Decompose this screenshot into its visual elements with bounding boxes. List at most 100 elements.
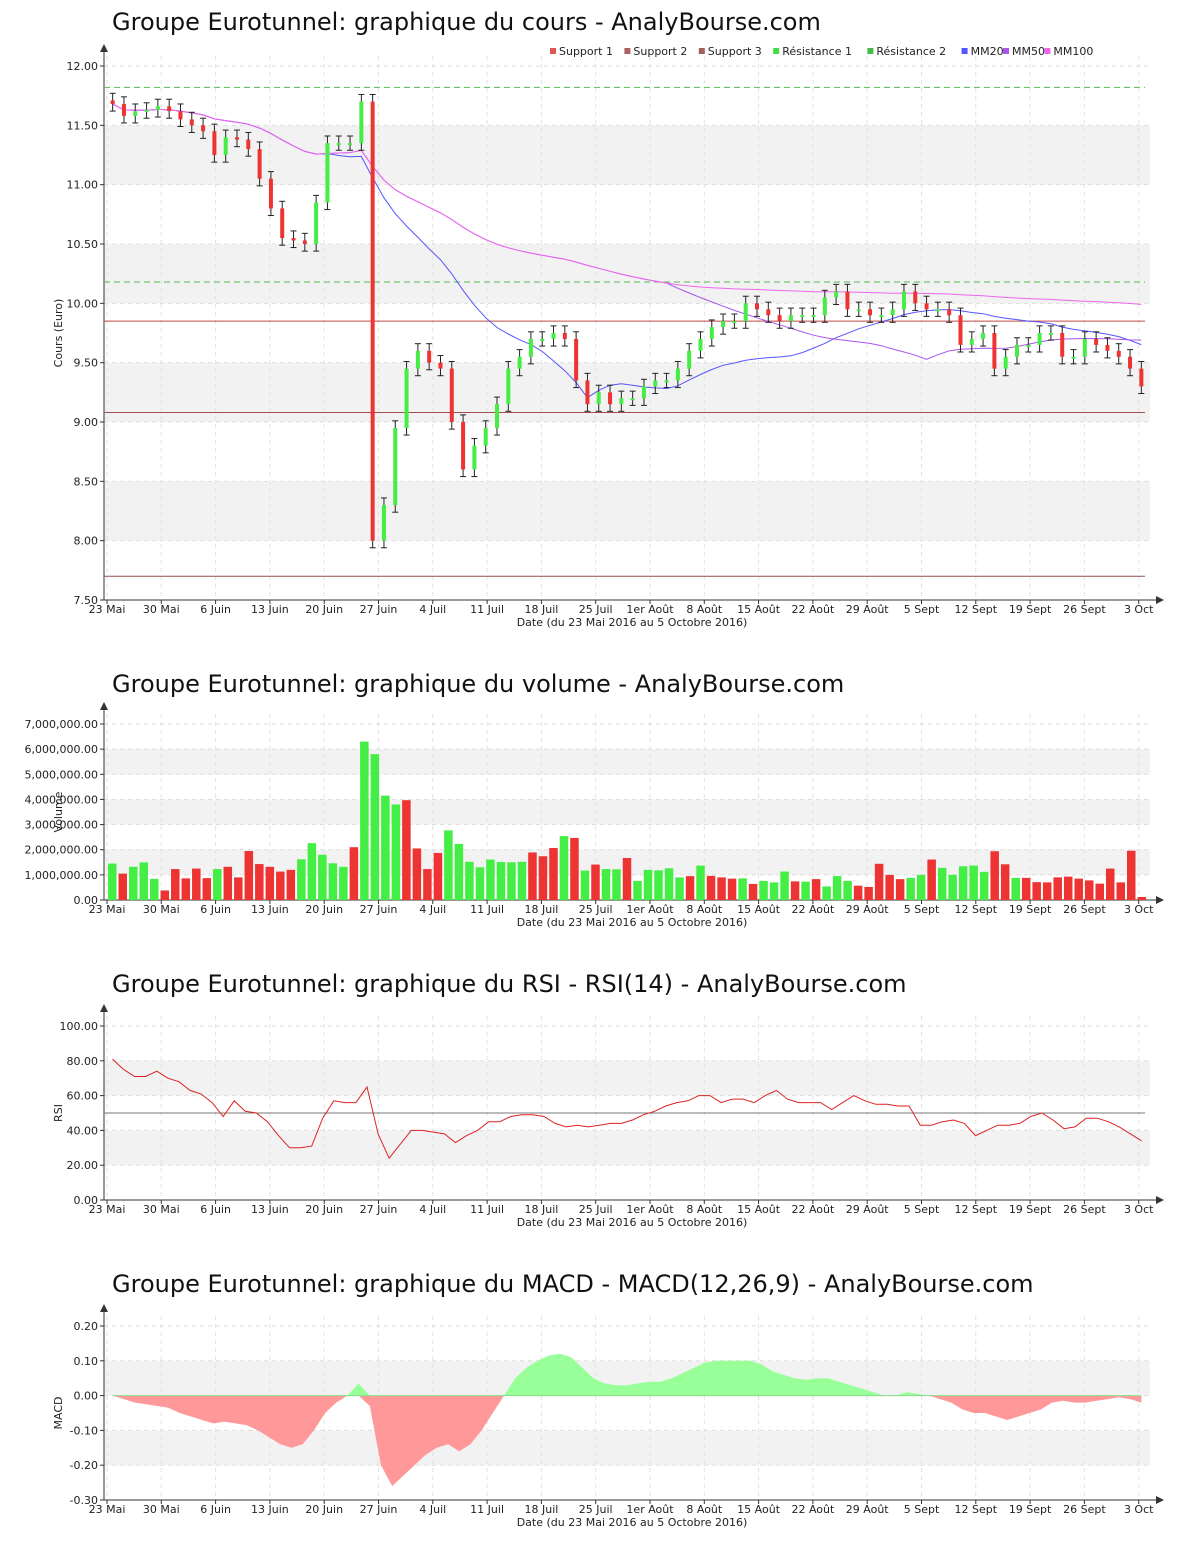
volume-bar	[475, 867, 485, 900]
volume-bar	[580, 870, 590, 900]
volume-bar	[1053, 877, 1062, 900]
volume-bar	[538, 856, 548, 900]
volume-band	[104, 799, 1150, 825]
legend-item-label: Support 1	[559, 45, 613, 58]
volume-xtick-label: 20 Juin	[305, 903, 343, 916]
rsi-xtick-label: 26 Sept	[1063, 1203, 1106, 1216]
volume-bar	[171, 869, 180, 900]
volume-bar	[465, 861, 474, 900]
candle-body	[732, 321, 737, 324]
macd-xtick-label: 22 Août	[791, 1503, 835, 1516]
volume-ylabel: Volume	[52, 791, 65, 832]
candle-body	[144, 109, 149, 112]
candle-body	[212, 131, 217, 155]
volume-bar	[339, 866, 348, 900]
rsi-xtick-label: 13 Juin	[251, 1203, 289, 1216]
volume-bar	[643, 869, 653, 900]
legend-item-label: Support 2	[633, 45, 687, 58]
legend-item-label: MM50	[1012, 45, 1045, 58]
candle-body	[721, 321, 726, 328]
volume-xtick-label: 6 Juin	[200, 903, 231, 916]
volume-bar	[1000, 864, 1010, 900]
volume-bar	[916, 874, 926, 900]
rsi-xtick-label: 23 Mai	[89, 1203, 126, 1216]
candle-body	[540, 338, 545, 341]
macd-chart-title: Groupe Eurotunnel: graphique du MACD - M…	[112, 1270, 1034, 1298]
volume-bar	[118, 873, 128, 900]
volume-bar	[370, 754, 380, 900]
volume-bar	[696, 865, 705, 900]
price-xlabel: Date (du 23 Mai 2016 au 5 Octobre 2016)	[517, 616, 748, 629]
price-ytick-label: 10.00	[67, 297, 99, 310]
volume-bar	[433, 852, 443, 900]
volume-xtick-label: 30 Mai	[143, 903, 180, 916]
legend-item-label: Résistance 2	[876, 45, 946, 58]
volume-bar	[276, 871, 285, 900]
macd-xtick-label: 11 Juil	[470, 1503, 504, 1516]
candle-body	[992, 333, 997, 369]
candle-body	[472, 445, 477, 470]
macd-x-arrow	[1156, 1496, 1164, 1504]
candle-body	[1094, 338, 1099, 345]
candle-body	[777, 315, 782, 322]
rsi-xtick-label: 19 Sept	[1009, 1203, 1052, 1216]
volume-bar	[979, 871, 989, 900]
candle-body	[483, 427, 488, 446]
price-xtick-label: 19 Sept	[1009, 603, 1052, 616]
candle-body	[981, 333, 986, 339]
volume-bar	[160, 890, 170, 900]
candle-body	[664, 380, 669, 383]
volume-bar	[108, 863, 117, 900]
macd-xtick-label: 23 Mai	[89, 1503, 126, 1516]
volume-bar	[223, 866, 233, 900]
volume-bar	[948, 874, 957, 900]
volume-bar	[937, 867, 947, 900]
mm100-line	[112, 103, 1142, 305]
volume-bar	[853, 885, 863, 900]
volume-xtick-label: 4 Juil	[419, 903, 446, 916]
price-ytick-label: 11.00	[67, 179, 99, 192]
price-xtick-label: 27 Juin	[360, 603, 398, 616]
candle-body	[630, 398, 635, 401]
volume-bar	[412, 848, 422, 900]
candle-body	[641, 386, 646, 399]
price-xtick-label: 15 Août	[737, 603, 781, 616]
price-band	[104, 244, 1150, 304]
legend-swatch	[624, 48, 631, 54]
price-xtick-label: 22 Août	[791, 603, 835, 616]
volume-bar	[181, 878, 191, 900]
volume-bar	[1105, 868, 1115, 900]
volume-chart: 0.00 1,000,000.00 2,000,000.00 3,000,000.00…	[25, 702, 1164, 929]
volume-bar	[286, 869, 296, 900]
macd-y-arrow	[100, 1304, 108, 1312]
price-xtick-label: 20 Juin	[305, 603, 343, 616]
volume-bar	[244, 850, 254, 900]
macd-xtick-label: 5 Sept	[904, 1503, 940, 1516]
candle-body	[709, 327, 714, 339]
volume-xtick-label: 3 Oct	[1124, 903, 1154, 916]
volume-bar	[1126, 850, 1136, 900]
candle-body	[110, 100, 115, 104]
volume-bar	[349, 847, 359, 900]
volume-bar	[885, 874, 894, 900]
macd-xtick-label: 25 Juil	[579, 1503, 613, 1516]
candle-body	[856, 309, 861, 312]
price-chart-title: Groupe Eurotunnel: graphique du cours - …	[112, 8, 821, 36]
candle-body	[461, 422, 466, 470]
volume-xtick-label: 13 Juin	[251, 903, 289, 916]
price-xtick-label: 4 Juil	[419, 603, 446, 616]
volume-bar	[654, 870, 663, 900]
rsi-xtick-label: 27 Juin	[360, 1203, 398, 1216]
volume-bar	[381, 795, 390, 900]
volume-xtick-label: 5 Sept	[904, 903, 940, 916]
volume-bar	[150, 878, 159, 900]
candle-body	[370, 101, 375, 541]
rsi-ytick-label: 100.00	[60, 1020, 99, 1033]
macd-xtick-label: 1er Août	[626, 1503, 674, 1516]
volume-xtick-label: 27 Juin	[360, 903, 398, 916]
macd-xtick-label: 6 Juin	[200, 1503, 231, 1516]
macd-xtick-label: 15 Août	[737, 1503, 781, 1516]
volume-xtick-label: 25 Juil	[579, 903, 613, 916]
price-xtick-label: 30 Mai	[143, 603, 180, 616]
price-ytick-label: 11.50	[67, 119, 99, 132]
